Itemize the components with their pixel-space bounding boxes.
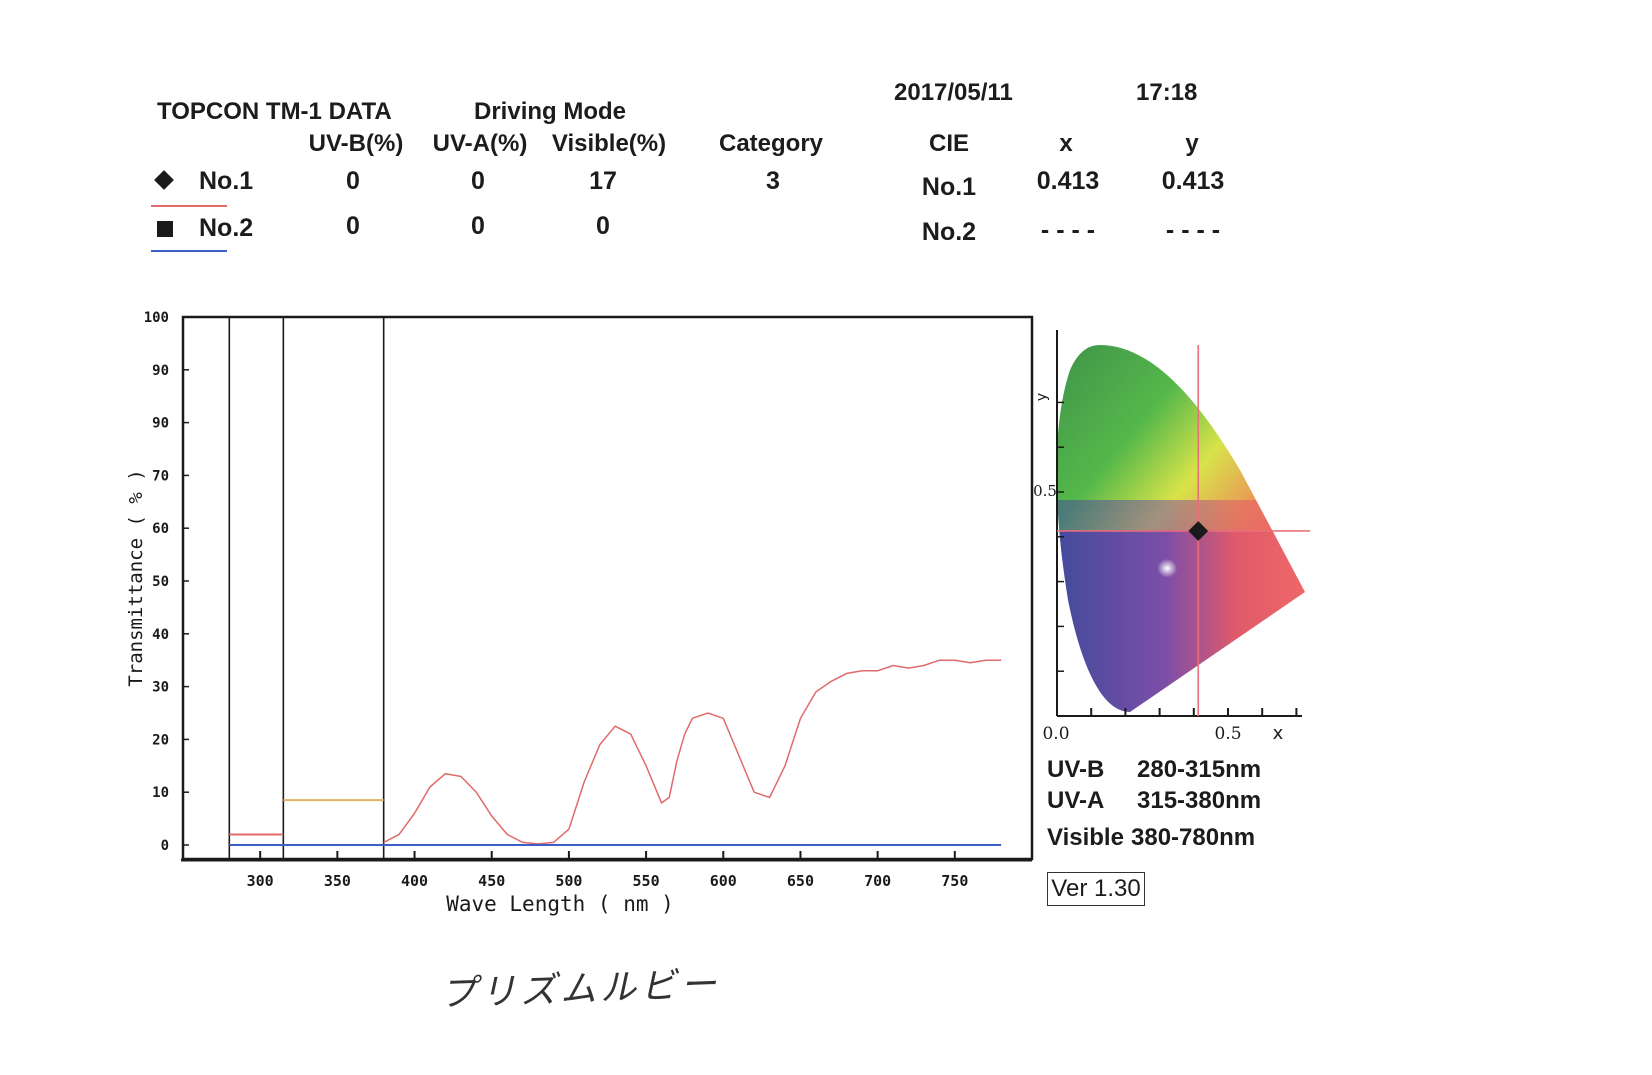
- row1-name: No.1: [199, 167, 254, 195]
- range-uva-label: UV-A: [1047, 787, 1105, 814]
- series1-line-swatch: [151, 205, 227, 207]
- range-uvb-value: 280-315nm: [1137, 756, 1262, 783]
- cie-row2-y: - - - -: [1165, 216, 1221, 244]
- report-date: 2017/05/11: [894, 79, 1013, 106]
- range-visible-label: Visible: [1047, 824, 1124, 851]
- y-tick-label: 10: [152, 785, 169, 801]
- x-tick-label: 750: [941, 872, 968, 890]
- col-visible-header: Visible(%): [551, 130, 667, 157]
- driving-mode-label: Driving Mode: [474, 98, 627, 125]
- y-tick-label: 90: [152, 416, 169, 432]
- cie-point-no1: [1188, 521, 1209, 541]
- x-tick-label: 550: [633, 872, 660, 890]
- cie-x-axis-label: x: [1273, 723, 1284, 744]
- report-time: 17:18: [1136, 79, 1198, 106]
- cie-gamut: [1056, 345, 1305, 712]
- col-category-header: Category: [718, 130, 824, 157]
- row2-uvb: 0: [346, 212, 360, 240]
- cie-row1-x: 0.413: [1036, 167, 1100, 195]
- x-tick-label: 300: [247, 872, 274, 890]
- range-uvb-label: UV-B: [1047, 756, 1105, 783]
- x-tick-label: 700: [864, 872, 891, 890]
- cie-white-point: [1142, 536, 1198, 588]
- y-tick-label: 50: [152, 574, 169, 590]
- square-marker-icon: [157, 221, 173, 237]
- cie-x-tick-label: 0.5: [1214, 724, 1241, 744]
- series1-line: [383, 659, 1002, 845]
- row1-uva: 0: [471, 167, 485, 195]
- range-visible-value: 380-780nm: [1131, 824, 1256, 851]
- range-uvb: UV-B 280-315nm: [1047, 756, 1261, 784]
- row1-visible: 17: [589, 167, 617, 195]
- y-tick-label: 90: [152, 363, 169, 379]
- y-axis-label: Transmittance ( % ): [125, 469, 147, 686]
- series2-line-swatch: [151, 250, 227, 252]
- x-tick-label: 400: [401, 872, 428, 890]
- row2-name: No.2: [199, 214, 254, 242]
- x-tick-label: 600: [710, 872, 737, 890]
- cie-row1-y: 0.413: [1161, 167, 1225, 195]
- y-tick-label: 100: [144, 310, 169, 326]
- cie-y-tick-label: 0.5: [1033, 482, 1057, 500]
- report-title: TOPCON TM-1 DATA: [157, 98, 392, 125]
- cie-x-header: x: [1059, 130, 1073, 157]
- y-tick-label: 40: [152, 627, 169, 643]
- col-uvb-header: UV-B(%): [308, 130, 404, 157]
- row2-uva: 0: [471, 212, 485, 240]
- y-tick-label: 70: [152, 468, 169, 484]
- cie-y-header: y: [1185, 130, 1199, 157]
- row2-visible: 0: [596, 212, 610, 240]
- handwritten-note: プリズムルビー: [439, 964, 721, 1015]
- cie-row2-x: - - - -: [1040, 216, 1096, 244]
- range-uva-value: 315-380nm: [1137, 787, 1262, 814]
- row1-uvb: 0: [346, 167, 360, 195]
- cie-x-tick-label: 0.0: [1042, 724, 1069, 744]
- cie-row1-name: No.1: [921, 173, 977, 201]
- y-tick-label: 20: [152, 732, 169, 748]
- x-tick-label: 500: [555, 872, 582, 890]
- col-uva-header: UV-A(%): [432, 130, 528, 157]
- cie-header: CIE: [928, 130, 970, 157]
- x-tick-label: 450: [478, 872, 505, 890]
- version-box: Ver 1.30: [1047, 872, 1145, 906]
- range-visible: Visible 380-780nm: [1047, 824, 1255, 852]
- x-tick-label: 650: [787, 872, 814, 890]
- x-tick-label: 350: [324, 872, 351, 890]
- range-uva: UV-A 315-380nm: [1047, 787, 1261, 815]
- cie-y-axis-label: y: [1034, 393, 1050, 401]
- x-axis-label: Wave Length ( nm ): [446, 892, 674, 916]
- y-tick-label: 30: [152, 680, 169, 696]
- cie-row2-name: No.2: [921, 218, 977, 246]
- row1-category: 3: [766, 167, 780, 195]
- y-tick-label: 60: [152, 521, 169, 537]
- y-tick-label: 0: [161, 838, 169, 854]
